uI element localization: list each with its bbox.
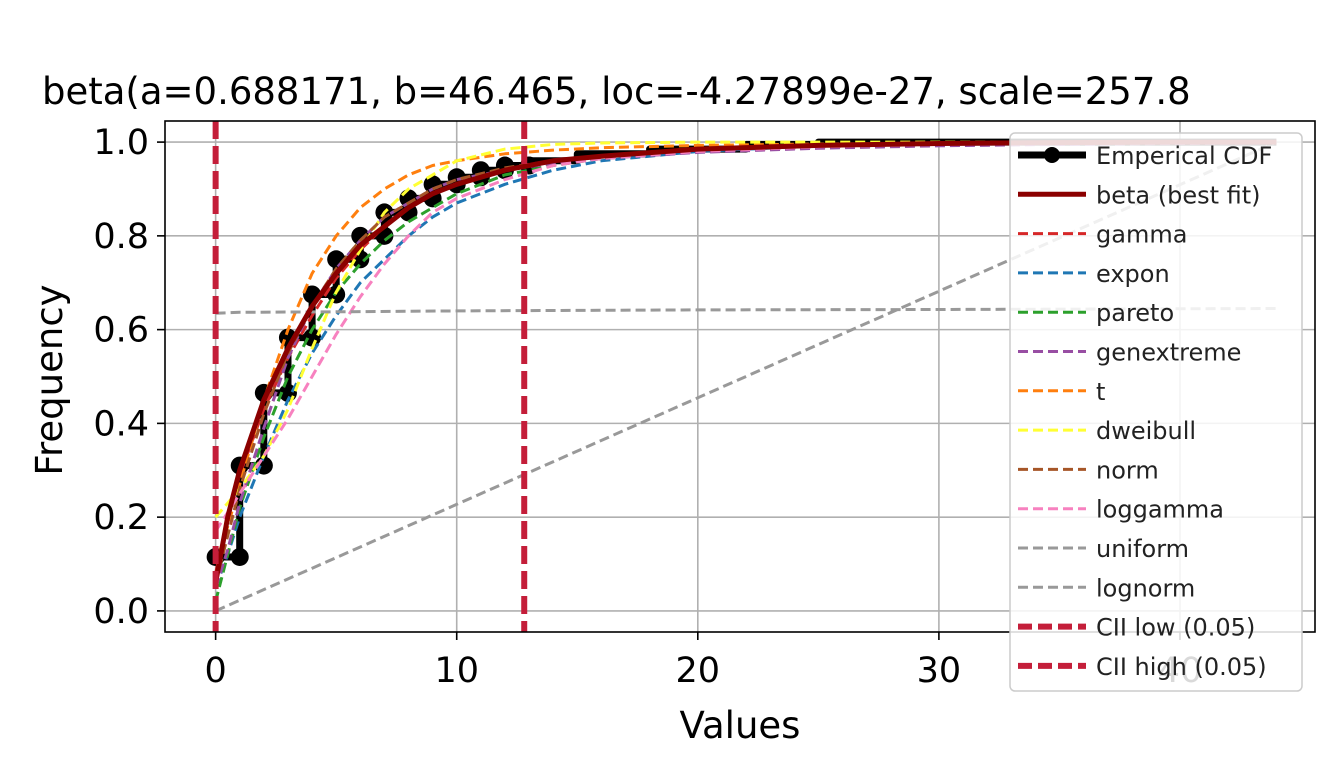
- y-tick-label: 1.0: [93, 123, 149, 163]
- axes-frame: [164, 120, 1316, 633]
- series-line-expon: [214, 140, 1277, 589]
- empirical-cdf-point: [230, 547, 249, 566]
- y-tick-label: 0.4: [93, 404, 149, 444]
- y-axis: 0.0 0.2 0.4 0.6 0.8 1.0: [93, 123, 165, 632]
- legend-label-lognorm: lognorm: [1096, 574, 1195, 602]
- legend-label-pareto: pareto: [1096, 299, 1174, 327]
- x-tick-label: 30: [917, 651, 962, 691]
- y-tick-label: 0.2: [93, 498, 149, 538]
- legend-label-norm: norm: [1096, 456, 1159, 484]
- series-line-lognorm: [215, 307, 1277, 315]
- legend-marker-emperical-cdf: [1044, 147, 1060, 163]
- y-tick-label: 0.6: [93, 311, 149, 351]
- y-axis-label: Frequency: [28, 284, 71, 475]
- series-line-dweibull: [214, 140, 1277, 519]
- x-tick-label: 0: [204, 651, 226, 691]
- legend: Emperical CDF beta (best fit) gamma expon pa…: [1009, 132, 1303, 692]
- x-tick-label: 20: [676, 651, 721, 691]
- legend-label-cii-high-0-05: CII high (0.05): [1096, 653, 1267, 681]
- x-axis-label: Values: [680, 704, 801, 747]
- legend-box: [1009, 132, 1303, 692]
- legend-label-genextreme: genextreme: [1096, 339, 1241, 367]
- legend-label-t: t: [1096, 378, 1105, 406]
- legend-label-beta-best-fit: beta (best fit): [1096, 181, 1261, 209]
- series-line-beta-best-fit: [213, 139, 1277, 584]
- legend-label-emperical-cdf: Emperical CDF: [1096, 142, 1272, 170]
- legend-label-expon: expon: [1096, 260, 1170, 288]
- y-tick-label: 0.8: [93, 217, 149, 257]
- legend-label-loggamma: loggamma: [1096, 496, 1224, 524]
- legend-label-cii-low-0-05: CII low (0.05): [1096, 614, 1255, 642]
- x-tick-label: 10: [434, 651, 479, 691]
- legend-label-dweibull: dweibull: [1096, 417, 1196, 445]
- legend-label-gamma: gamma: [1096, 221, 1187, 249]
- y-tick-label: 0.0: [93, 592, 149, 632]
- chart-title: beta(a=0.688171, b=46.465, loc=-4.27899e…: [42, 70, 1191, 113]
- legend-label-uniform: uniform: [1096, 535, 1189, 563]
- empirical-cdf-point: [303, 328, 322, 347]
